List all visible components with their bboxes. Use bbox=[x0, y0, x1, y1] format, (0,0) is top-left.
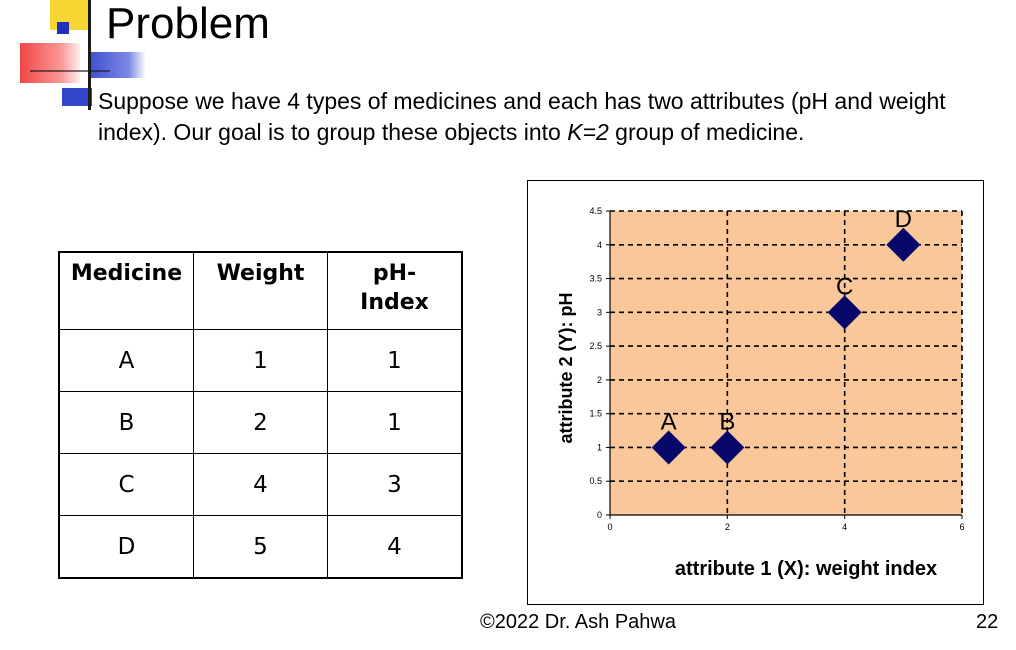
y-tick-label: 0 bbox=[597, 510, 602, 520]
table-header-medicine: Medicine bbox=[58, 251, 194, 330]
data-label-d: D bbox=[895, 206, 912, 233]
y-tick-label: 4 bbox=[597, 240, 602, 250]
logo-blue-square bbox=[88, 52, 146, 78]
table-header-row: Medicine Weight pH- Index bbox=[58, 251, 463, 330]
slide-logo bbox=[10, 0, 146, 110]
slide-title: Problem bbox=[106, 0, 270, 48]
x-tick-label: 4 bbox=[842, 522, 847, 532]
body-text-k: K=2 bbox=[567, 119, 609, 145]
x-tick-label: 6 bbox=[959, 522, 964, 532]
table-row: A 1 1 bbox=[58, 329, 463, 392]
data-label-c: C bbox=[836, 273, 853, 300]
y-tick-label: 2.5 bbox=[589, 341, 602, 351]
title-bullet-icon bbox=[57, 22, 69, 34]
table-cell: 1 bbox=[327, 329, 463, 392]
table-header-ph: pH- Index bbox=[327, 251, 463, 330]
y-tick-label: 1.5 bbox=[589, 409, 602, 419]
data-label-b: B bbox=[719, 408, 735, 435]
table-cell: A bbox=[58, 329, 194, 392]
table-cell: 5 bbox=[193, 515, 328, 579]
x-axis-title: attribute 1 (X): weight index bbox=[675, 558, 937, 580]
table-header-ph-part1: pH- bbox=[372, 261, 417, 286]
logo-horizontal-line bbox=[30, 70, 110, 72]
table-cell: 2 bbox=[193, 391, 328, 454]
slide-body-text: Suppose we have 4 types of medicines and… bbox=[98, 86, 958, 148]
x-tick-label: 2 bbox=[725, 522, 730, 532]
table-cell: B bbox=[58, 391, 194, 454]
table-cell: D bbox=[58, 515, 194, 579]
y-tick-label: 0.5 bbox=[589, 476, 602, 486]
y-tick-label: 3.5 bbox=[589, 274, 602, 284]
table-cell: 3 bbox=[327, 453, 463, 516]
table-header-weight: Weight bbox=[193, 251, 328, 330]
logo-vertical-line bbox=[88, 0, 91, 110]
y-tick-label: 3 bbox=[597, 307, 602, 317]
body-text-part2: group of medicine. bbox=[608, 119, 805, 145]
y-tick-label: 1 bbox=[597, 442, 602, 452]
plot-area bbox=[610, 211, 962, 515]
data-point-c bbox=[827, 295, 862, 330]
copyright-footer: ©2022 Dr. Ash Pahwa bbox=[480, 611, 676, 633]
data-point-a bbox=[651, 430, 686, 465]
table-cell: 1 bbox=[327, 391, 463, 454]
y-tick-label: 2 bbox=[597, 375, 602, 385]
body-text-part1: Suppose we have 4 types of medicines and… bbox=[98, 88, 946, 145]
x-tick-label: 0 bbox=[607, 522, 612, 532]
logo-yellow-square bbox=[50, 0, 88, 30]
logo-dark-square bbox=[62, 88, 92, 106]
table-row: D 5 4 bbox=[58, 515, 463, 579]
table-row: C 4 3 bbox=[58, 453, 463, 516]
scatter-chart-frame: 0 0.5 1 1.5 2 2.5 3 3.5 4 4.5 0 2 4 6 attribute 1 (X):… bbox=[527, 180, 984, 605]
data-point-d bbox=[886, 227, 921, 262]
table-cell: 1 bbox=[193, 329, 328, 392]
data-point-b bbox=[710, 430, 745, 465]
table-row: B 2 1 bbox=[58, 391, 463, 454]
y-tick-label: 4.5 bbox=[589, 206, 602, 216]
table-header-ph-part2: Index bbox=[360, 290, 429, 315]
medicine-table: Medicine Weight pH- Index A 1 1 B 2 1 C 4… bbox=[58, 251, 463, 579]
data-label-a: A bbox=[661, 408, 677, 435]
scatter-chart: 0 0.5 1 1.5 2 2.5 3 3.5 4 4.5 0 2 4 6 attribute 1 (X):… bbox=[556, 206, 965, 580]
page-number: 22 bbox=[976, 611, 999, 633]
logo-red-square bbox=[20, 43, 80, 83]
table-cell: 4 bbox=[193, 453, 328, 516]
table-cell: C bbox=[58, 453, 194, 516]
y-axis-title: attribute 2 (Y): pH bbox=[556, 293, 576, 444]
table-cell: 4 bbox=[327, 515, 463, 579]
